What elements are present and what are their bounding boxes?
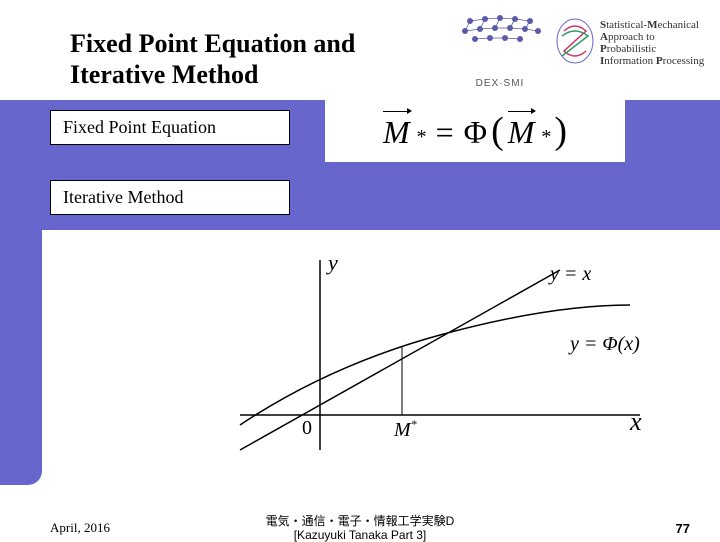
- phi-eq-label: y = Φ(x): [568, 333, 640, 355]
- eq-equals: =: [436, 114, 454, 151]
- dex-label: DEX·SMI: [450, 78, 550, 89]
- phi-curve: [240, 305, 630, 425]
- logo-area: DEX·SMI Statistical-Mechanical Approach …: [450, 8, 710, 78]
- origin-label: 0: [302, 417, 312, 439]
- mstar-label: M*: [393, 417, 417, 441]
- eq-lhs-sup: *: [416, 126, 426, 149]
- y-axis-label: y: [326, 250, 338, 275]
- eq-rhs-sup: *: [540, 126, 550, 149]
- side-tab: [0, 230, 42, 485]
- slide-title: Fixed Point Equation and Iterative Metho…: [70, 28, 355, 90]
- footer-page: 77: [676, 521, 690, 536]
- footer-center: 電気・通信・電子・情報工学実験D [Kazuyuki Tanaka Part 3…: [266, 514, 455, 542]
- footer-center-line1: 電気・通信・電子・情報工学実験D: [266, 514, 455, 528]
- fixed-point-graph: y x 0 M* y = x y = Φ(x): [200, 250, 660, 480]
- fixed-point-equation: M* = Φ ( M* ): [325, 100, 625, 162]
- eq-lhs-var: M: [383, 114, 410, 151]
- dex-smi-logo: DEX·SMI: [450, 13, 550, 73]
- footer-date: April, 2016: [50, 520, 110, 536]
- eq-rhs-var: M: [508, 114, 535, 151]
- smi-swirl-icon: [554, 16, 596, 71]
- iterative-method-label: Iterative Method: [50, 180, 290, 215]
- x-axis-label: x: [629, 407, 642, 436]
- logo-text: Statistical-Mechanical Approach to Proba…: [600, 19, 710, 67]
- title-line2: Iterative Method: [70, 60, 258, 89]
- yx-eq-label: y = x: [548, 263, 591, 285]
- fixed-point-label: Fixed Point Equation: [50, 110, 290, 145]
- eq-func: Φ: [464, 114, 487, 151]
- title-line1: Fixed Point Equation and: [70, 29, 355, 58]
